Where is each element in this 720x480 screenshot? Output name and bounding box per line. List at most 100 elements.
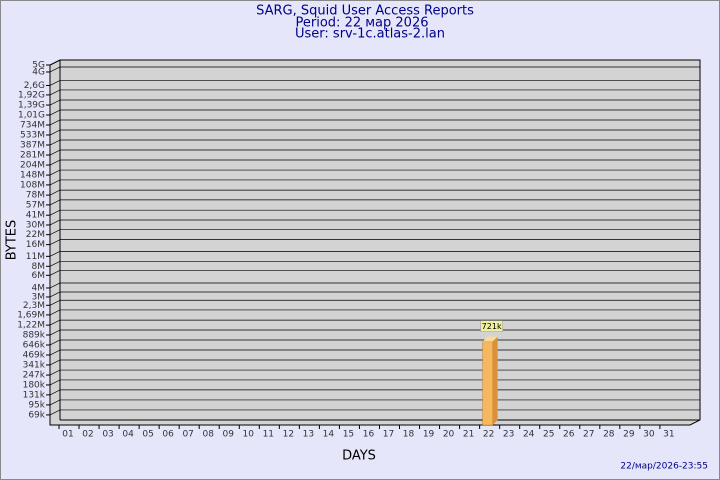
x-tick-label: 29 <box>623 430 635 440</box>
tick-mark <box>49 389 61 396</box>
tick-mark <box>49 291 61 298</box>
x-tick-label: 03 <box>102 430 113 440</box>
tick-mark <box>49 359 61 366</box>
tick-mark <box>49 80 61 86</box>
y-axis-label: BYTES <box>5 220 20 261</box>
x-tick-label: 25 <box>543 430 554 440</box>
y-tick-label: 148M <box>20 171 45 181</box>
footer: 22/мар/2026-23:55 <box>620 462 708 472</box>
x-tick-label: 17 <box>383 430 394 440</box>
x-tick-label: 02 <box>82 430 93 440</box>
x-tick-label: 21 <box>463 430 474 440</box>
x-tick-label: 14 <box>323 430 335 440</box>
y-tick-label: 30M <box>26 220 45 230</box>
y-tick-label: 2,6G <box>24 81 45 91</box>
y-tick-label: 8M <box>32 262 46 272</box>
tick-mark <box>49 169 61 176</box>
x-tick-label: 15 <box>343 430 354 440</box>
y-tick-label: 131k <box>23 390 46 400</box>
y-tick-label: 469k <box>23 351 46 361</box>
x-tick-label: 20 <box>443 430 455 440</box>
tick-mark <box>49 109 61 116</box>
y-tick-label: 1,22M <box>17 321 45 331</box>
y-tick-label: 180k <box>23 380 46 390</box>
x-tick-label: 26 <box>563 430 575 440</box>
y-tick-label: 387M <box>20 141 45 151</box>
y-tick-label: 11M <box>26 252 45 262</box>
tick-mark <box>49 309 61 316</box>
y-tick-label: 1,39G <box>18 101 45 111</box>
tick-mark <box>49 251 61 257</box>
x-tick-label: 28 <box>603 430 615 440</box>
tick-mark <box>49 379 61 386</box>
tick-mark <box>49 269 61 276</box>
x-tick-label: 10 <box>243 430 255 440</box>
tick-mark <box>49 159 61 166</box>
tick-mark <box>49 260 61 267</box>
y-tick-label: 3M <box>32 292 46 302</box>
x-tick-label: 23 <box>503 430 514 440</box>
tick-mark <box>49 89 61 96</box>
y-tick-label: 57M <box>26 200 45 210</box>
tick-mark <box>49 409 61 416</box>
tick-mark <box>49 209 61 216</box>
tick-mark <box>49 219 61 226</box>
x-tick-label: 18 <box>403 430 415 440</box>
tick-mark <box>49 119 61 126</box>
y-tick-label: 5G <box>32 61 45 71</box>
value-label-box <box>480 320 503 332</box>
y-tick-label: 95k <box>28 400 45 410</box>
y-tick-label: 734M <box>20 120 45 130</box>
chart-subtitle: Period: 22 мар 2026 <box>296 16 429 31</box>
x-tick-label: 19 <box>423 430 435 440</box>
tick-mark <box>49 299 61 306</box>
tick-mark <box>49 149 61 156</box>
x-tick-label: 08 <box>202 430 214 440</box>
x-tick-label: 07 <box>182 430 193 440</box>
x-tick-label: 24 <box>523 430 535 440</box>
x-tick-label: 11 <box>263 430 274 440</box>
x-tick-label: 27 <box>583 430 594 440</box>
x-tick-label: 30 <box>643 430 655 440</box>
tick-mark <box>49 369 61 376</box>
value-label: 721k <box>482 322 502 331</box>
y-tick-label: 204M <box>20 161 45 171</box>
y-tick-label: 1,01G <box>18 111 45 121</box>
y-tick-label: 1,69M <box>17 310 45 320</box>
tick-mark <box>49 179 61 186</box>
tick-mark <box>49 339 61 346</box>
tick-mark <box>49 239 61 245</box>
y-tick-label: 281M <box>20 151 45 161</box>
tick-mark <box>49 229 61 235</box>
x-tick-label: 04 <box>122 430 134 440</box>
tick-mark <box>49 59 61 66</box>
y-tick-label: 4G <box>32 67 45 77</box>
tick-mark <box>49 329 61 336</box>
tick-mark <box>49 66 61 73</box>
tick-mark <box>49 199 61 206</box>
y-tick-label: 1,92G <box>18 90 45 100</box>
y-tick-label: 22M <box>26 230 45 240</box>
y-tick-label: 108M <box>20 180 45 190</box>
tick-mark <box>49 399 61 406</box>
chart-title: SARG, Squid User Access Reports <box>256 4 474 19</box>
bar-top <box>482 336 498 342</box>
y-tick-label: 78M <box>26 191 45 201</box>
x-tick-label: 05 <box>142 430 153 440</box>
x-tick-label: 31 <box>663 430 674 440</box>
y-tick-label: 533M <box>20 131 45 141</box>
tick-mark <box>49 99 61 106</box>
y-tick-label: 16M <box>26 240 45 250</box>
bar <box>482 341 493 426</box>
x-tick-label: 22 <box>483 430 494 440</box>
y-tick-label: 69k <box>28 410 45 420</box>
y-tick-label: 889k <box>23 331 46 341</box>
tick-mark <box>49 189 61 196</box>
y-tick-label: 2,3M <box>23 301 45 311</box>
y-tick-label: 247k <box>23 371 46 381</box>
y-tick-label: 341k <box>23 360 46 370</box>
chart-user: User: srv-1c.atlas-2.lan <box>295 27 445 42</box>
x-tick-label: 01 <box>62 430 73 440</box>
y-tick-label: 4M <box>32 283 46 293</box>
